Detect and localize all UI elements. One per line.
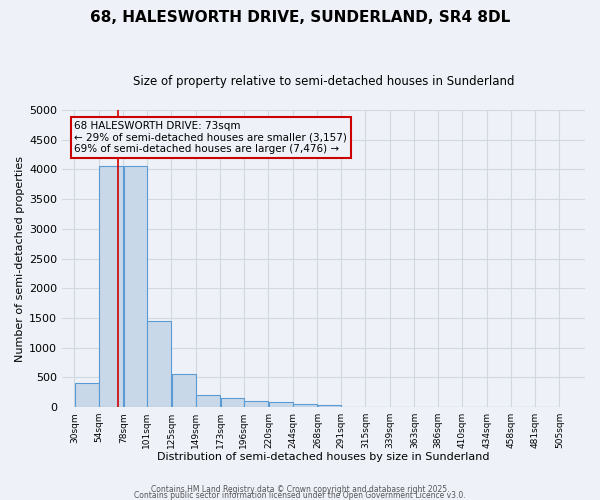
Bar	[172, 374, 196, 407]
X-axis label: Distribution of semi-detached houses by size in Sunderland: Distribution of semi-detached houses by …	[157, 452, 490, 462]
Bar	[100, 166, 123, 407]
Text: 68 HALESWORTH DRIVE: 73sqm
← 29% of semi-detached houses are smaller (3,157)
69%: 68 HALESWORTH DRIVE: 73sqm ← 29% of semi…	[74, 120, 347, 154]
Bar	[293, 404, 317, 407]
Bar	[124, 166, 146, 407]
Bar	[196, 395, 220, 407]
Text: 68, HALESWORTH DRIVE, SUNDERLAND, SR4 8DL: 68, HALESWORTH DRIVE, SUNDERLAND, SR4 8D…	[90, 10, 510, 25]
Text: Contains public sector information licensed under the Open Government Licence v3: Contains public sector information licen…	[134, 490, 466, 500]
Y-axis label: Number of semi-detached properties: Number of semi-detached properties	[15, 156, 25, 362]
Bar	[244, 401, 268, 407]
Title: Size of property relative to semi-detached houses in Sunderland: Size of property relative to semi-detach…	[133, 75, 514, 88]
Bar	[221, 398, 244, 407]
Bar	[269, 402, 293, 407]
Bar	[318, 404, 341, 407]
Text: Contains HM Land Registry data © Crown copyright and database right 2025.: Contains HM Land Registry data © Crown c…	[151, 485, 449, 494]
Bar	[75, 384, 98, 407]
Bar	[148, 321, 171, 407]
